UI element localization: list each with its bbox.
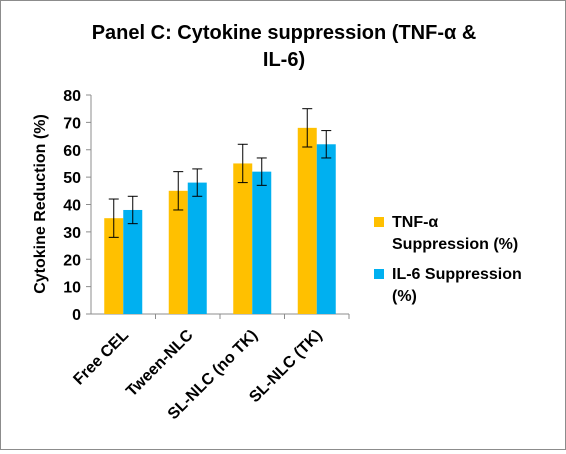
y-tick-label-2: 20	[63, 252, 81, 269]
y-tick-label-3: 30	[63, 225, 81, 242]
bar-il6-1	[187, 182, 207, 314]
bar-il6-2	[252, 171, 272, 314]
bar-il6-0	[123, 209, 143, 314]
legend-swatch-tnf	[374, 217, 384, 227]
bar-tnf-3	[297, 127, 317, 314]
x-tick-label-0: Free CEL	[70, 327, 132, 389]
legend-label-il6-line-1: (%)	[392, 288, 417, 305]
y-tick-label-1: 10	[63, 280, 81, 297]
legend-label-il6-line-0: IL-6 Suppression	[392, 266, 522, 283]
chart-title-line-1: Panel C: Cytokine suppression (TNF-α &	[92, 22, 477, 44]
y-axis-label: Cytokine Reduction (%)	[32, 114, 49, 294]
y-tick-label-7: 70	[63, 115, 81, 132]
y-tick-label-5: 50	[63, 170, 81, 187]
bar-tnf-1	[168, 190, 188, 314]
bar-tnf-2	[233, 163, 253, 314]
y-tick-label-6: 60	[63, 143, 81, 160]
legend-swatch-il6	[374, 269, 384, 279]
y-tick-label-8: 80	[63, 88, 81, 105]
chart-title-line-2: IL-6)	[263, 49, 305, 71]
y-tick-label-0: 0	[72, 307, 81, 324]
legend-label-tnf-line-0: TNF-α	[392, 214, 438, 231]
legend: TNF-α Suppression (%) IL-6 Suppression (%)	[374, 214, 522, 305]
bar-il6-3	[316, 144, 336, 314]
legend-label-tnf-line-1: Suppression (%)	[392, 236, 518, 253]
bar-tnf-0	[104, 218, 124, 314]
y-tick-label-4: 40	[63, 198, 81, 215]
